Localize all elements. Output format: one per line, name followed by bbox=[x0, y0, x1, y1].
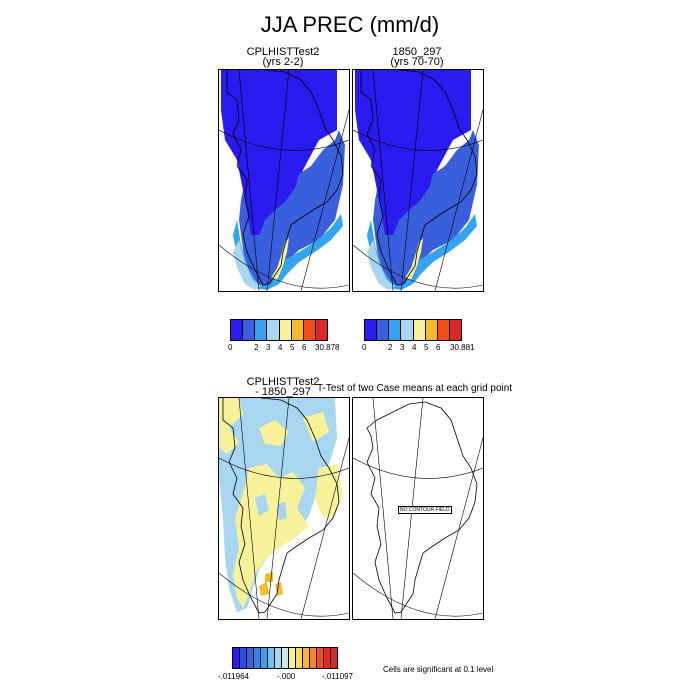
significance-note: Cells are significant at 0.1 level bbox=[383, 665, 494, 674]
map-panel-case1 bbox=[218, 69, 350, 292]
colorbar2-label: 0 bbox=[362, 343, 367, 352]
colorbar3-label: -.000 bbox=[277, 672, 296, 681]
colorbar-box bbox=[315, 320, 327, 340]
panel2-title: 1850_297 bbox=[392, 46, 442, 58]
colorbar-box bbox=[254, 648, 261, 668]
colorbar1-label: 4 bbox=[278, 343, 283, 352]
colorbar-box bbox=[303, 648, 310, 668]
colorbar-difference bbox=[232, 647, 338, 669]
panel2-subtitle: (yrs 70-70) bbox=[390, 56, 444, 68]
colorbar-box bbox=[261, 648, 268, 668]
colorbar-box bbox=[449, 320, 461, 340]
colorbar2-label: 2 bbox=[388, 343, 393, 352]
colorbar-box bbox=[425, 320, 438, 340]
colorbar1-label: 6 bbox=[302, 343, 307, 352]
diff-pale-blue-patch bbox=[255, 494, 269, 516]
ttest-map bbox=[353, 398, 483, 619]
colorbar-box bbox=[377, 320, 390, 340]
colorbar2-label: 4 bbox=[412, 343, 417, 352]
colorbar-box bbox=[282, 648, 289, 668]
colorbar2-label: 3 bbox=[400, 343, 405, 352]
panel4-title: T-Test of two Case means at each grid po… bbox=[317, 383, 513, 394]
colorbar2-label: 5 bbox=[424, 343, 429, 352]
colorbar3-label: -.011964 bbox=[218, 672, 249, 681]
colorbar-box bbox=[310, 648, 317, 668]
diff-orange-cell bbox=[259, 582, 269, 596]
diff-yellow-patch bbox=[315, 464, 343, 518]
colorbar1-label: 3 bbox=[266, 343, 271, 352]
colorbar-box bbox=[296, 648, 303, 668]
diff-pale-blue-patch bbox=[277, 502, 287, 520]
colorbar-box bbox=[243, 320, 256, 340]
colorbar-box bbox=[279, 320, 292, 340]
colorbar-case1 bbox=[230, 319, 328, 341]
panel2-title-block: 1850_297 (yrs 70-70) bbox=[352, 46, 482, 68]
colorbar-box bbox=[413, 320, 426, 340]
colorbar-box bbox=[268, 648, 275, 668]
no-contour-label: NO CONTOUR FIELD bbox=[398, 506, 452, 514]
precip-mid-blue-region bbox=[373, 130, 479, 285]
colorbar-box bbox=[240, 648, 247, 668]
map-panel-difference bbox=[218, 397, 350, 620]
precip-map-case1 bbox=[219, 70, 349, 291]
diff-yellow-patch bbox=[303, 412, 329, 442]
colorbar1-label: 2 bbox=[254, 343, 259, 352]
precip-yellow-region bbox=[271, 238, 289, 280]
colorbar-case2 bbox=[364, 319, 462, 341]
colorbar1-label: 5 bbox=[290, 343, 295, 352]
figure-title: JJA PREC (mm/d) bbox=[260, 12, 440, 37]
map-panel-case2 bbox=[352, 69, 484, 292]
panel3-title: CPLHISTTest2 bbox=[246, 376, 320, 388]
map-panel-ttest: NO CONTOUR FIELD bbox=[352, 397, 484, 620]
colorbar-box bbox=[365, 320, 378, 340]
colorbar1-label: 30.878 bbox=[315, 343, 340, 352]
colorbar-box bbox=[267, 320, 280, 340]
colorbar-box bbox=[291, 320, 304, 340]
colorbar1-label: 0 bbox=[228, 343, 233, 352]
colorbar-box bbox=[255, 320, 268, 340]
precip-pale-blue-region bbox=[367, 240, 395, 290]
panel1-title-block: CPLHISTTest2 (yrs 2-2) bbox=[218, 46, 348, 68]
colorbar-box bbox=[389, 320, 402, 340]
colorbar-box bbox=[303, 320, 316, 340]
colorbar-box bbox=[317, 648, 324, 668]
difference-map bbox=[219, 398, 349, 619]
colorbar-box bbox=[331, 648, 337, 668]
precip-pale-blue-region bbox=[233, 240, 261, 290]
panel1-title: CPLHISTTest2 bbox=[246, 46, 320, 58]
colorbar-box bbox=[231, 320, 244, 340]
colorbar-box bbox=[289, 648, 296, 668]
diff-yellow-patch bbox=[259, 420, 289, 446]
colorbar-box bbox=[275, 648, 282, 668]
panel1-subtitle: (yrs 2-2) bbox=[262, 56, 304, 68]
colorbar3-label: -.011097 bbox=[322, 672, 353, 681]
precip-mid-blue-region bbox=[239, 130, 345, 285]
diff-yellow-patch bbox=[233, 464, 309, 608]
colorbar-box bbox=[437, 320, 450, 340]
panel3-subtitle: - 1850_297 bbox=[255, 386, 311, 398]
colorbar2-label: 6 bbox=[436, 343, 441, 352]
colorbar-box bbox=[233, 648, 240, 668]
precip-yellow-region bbox=[405, 238, 423, 280]
colorbar-box bbox=[401, 320, 414, 340]
colorbar-box bbox=[247, 648, 254, 668]
colorbar-box bbox=[324, 648, 331, 668]
colorbar2-label: 30.881 bbox=[450, 343, 475, 352]
precip-map-case2 bbox=[353, 70, 483, 291]
panel3-title-block: CPLHISTTest2 - 1850_297 bbox=[218, 376, 348, 398]
